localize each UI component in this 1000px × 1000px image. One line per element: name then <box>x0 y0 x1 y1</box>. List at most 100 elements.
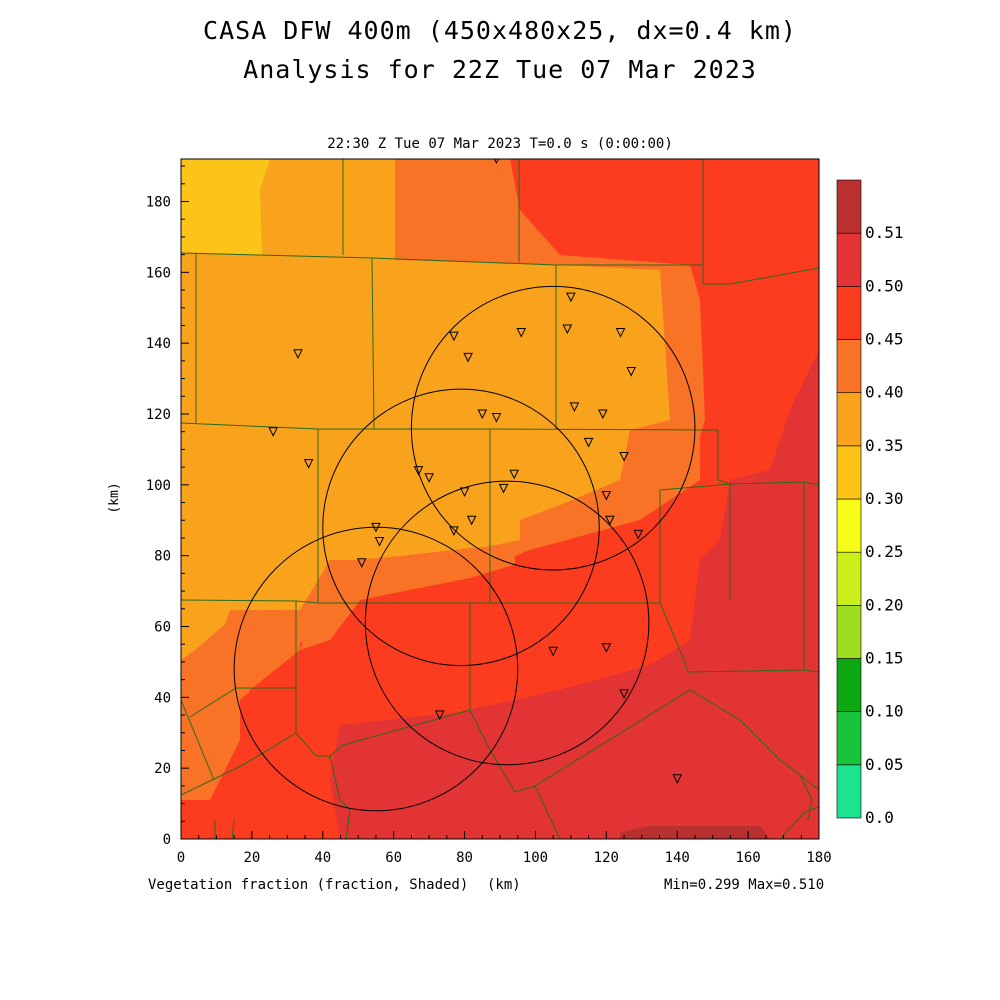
radar-ring <box>322 388 600 667</box>
colorbar-label: 0.40 <box>865 383 904 402</box>
colorbar: 0.0 0.05 0.10 0.15 0.20 0.25 0.30 0.35 0.40 0.45 0… <box>836 179 904 827</box>
inverted-triangle-icon <box>626 367 636 377</box>
colorbar-swatch <box>836 392 862 447</box>
county-line <box>659 490 819 673</box>
field-region-northwest-base <box>181 159 670 660</box>
inverted-triangle-icon <box>413 466 424 476</box>
plot-analysis-time: Analysis for 22Z Tue 07 Mar 2023 <box>243 55 757 84</box>
inverted-triangle-icon <box>466 515 477 526</box>
station-markers <box>268 159 683 784</box>
colorbar-label: 0.25 <box>865 542 904 561</box>
inverted-triangle-icon <box>619 452 629 462</box>
colorbar-swatch <box>836 498 862 553</box>
vegetation-field <box>181 159 819 839</box>
county-line <box>181 422 719 431</box>
colorbar-swatch <box>836 179 862 234</box>
inverted-triangle-icon <box>491 413 502 423</box>
field-region-peak <box>620 826 770 839</box>
inverted-triangle-icon <box>371 522 381 533</box>
county-line <box>181 599 660 604</box>
valid-time-label: 22:30 Z Tue 07 Mar 2023 T=0.0 s (0:00:00… <box>327 136 673 152</box>
y-tick-label: 180 <box>146 195 171 211</box>
inverted-triangle-icon <box>605 515 615 526</box>
county-line <box>702 159 819 285</box>
inverted-triangle-icon <box>293 349 303 359</box>
inverted-triangle-icon <box>498 483 509 494</box>
inverted-triangle-icon <box>562 324 573 335</box>
inverted-triangle-icon <box>566 292 576 303</box>
x-tick-label: 160 <box>735 850 760 866</box>
x-axis-unit: (km) <box>487 877 521 893</box>
x-tick-label: 40 <box>314 850 331 866</box>
inverted-triangle-icon <box>459 487 470 498</box>
colorbar-label: 0.0 <box>865 808 894 827</box>
y-tick-label: 100 <box>146 478 171 494</box>
county-line <box>534 785 561 839</box>
y-tick-label: 20 <box>154 761 171 777</box>
field-region-southwest-high <box>230 530 690 839</box>
y-tick-label: 60 <box>154 620 171 636</box>
inverted-triangle-icon <box>434 710 445 721</box>
colorbar-swatch <box>836 232 862 287</box>
field-region-southeast-max <box>330 350 819 839</box>
plot-title: CASA DFW 400m (450x480x25, dx=0.4 km) <box>203 16 797 45</box>
colorbar-swatch <box>836 551 862 606</box>
colorbar-label: 0.30 <box>865 489 904 508</box>
colorbar-label: 0.10 <box>865 702 904 721</box>
radar-ring <box>410 285 696 571</box>
inverted-triangle-icon <box>548 646 558 657</box>
colorbar-swatch <box>836 605 862 659</box>
county-line <box>799 774 813 821</box>
colorbar-label: 0.15 <box>865 649 904 668</box>
x-tick-label: 100 <box>523 850 548 866</box>
county-line <box>371 257 375 430</box>
county-line <box>329 755 351 839</box>
county-line <box>189 687 296 718</box>
inverted-triangle-icon <box>601 643 612 653</box>
county-line <box>181 252 703 266</box>
inverted-triangle-icon <box>569 402 580 413</box>
inverted-triangle-icon <box>463 352 473 363</box>
inverted-triangle-icon <box>477 409 488 420</box>
inverted-triangle-icon <box>374 537 385 547</box>
y-axis-label: (km) <box>107 482 122 513</box>
y-tick-label: 40 <box>154 690 171 706</box>
inverted-triangle-icon <box>583 437 594 448</box>
county-line <box>779 806 819 839</box>
colorbar-label: 0.51 <box>865 223 904 242</box>
inverted-triangle-icon <box>356 558 367 568</box>
min-max-stats: Min=0.299 Max=0.510 <box>664 877 825 893</box>
colorbar-label: 0.45 <box>865 330 904 349</box>
inverted-triangle-icon <box>268 427 278 437</box>
inverted-triangle-icon <box>449 526 459 536</box>
x-tick-label: 60 <box>385 850 402 866</box>
colorbar-label: 0.50 <box>865 276 904 295</box>
county-line <box>659 481 819 491</box>
colorbar-label: 0.20 <box>865 595 904 614</box>
y-tick-label: 80 <box>154 549 171 565</box>
radar-ring <box>364 480 650 766</box>
y-tick-label: 0 <box>163 832 171 848</box>
inverted-triangle-icon <box>672 774 683 784</box>
county-line <box>181 699 215 781</box>
y-tick-label: 140 <box>146 336 171 352</box>
county-line <box>181 689 819 796</box>
inverted-triangle-icon <box>516 328 527 338</box>
radar-ring <box>233 526 519 812</box>
colorbar-swatch <box>836 445 862 500</box>
inverted-triangle-icon <box>601 490 612 501</box>
colorbar-label: 0.35 <box>865 436 904 455</box>
field-region-central-mid <box>300 545 515 650</box>
y-tick-label: 160 <box>146 265 171 281</box>
colorbar-label: 0.05 <box>865 755 904 774</box>
colorbar-swatch <box>836 658 862 712</box>
field-label: Vegetation fraction (fraction, Shaded) <box>148 877 469 893</box>
colorbar-swatch <box>836 764 862 819</box>
y-axis: 0 20 40 60 80 100 120 140 160 180 <box>146 165 189 848</box>
inverted-triangle-icon <box>424 473 434 483</box>
inverted-triangle-icon <box>509 469 519 480</box>
county-line <box>717 430 731 600</box>
x-tick-label: 0 <box>177 850 185 866</box>
x-tick-label: 120 <box>594 850 619 866</box>
